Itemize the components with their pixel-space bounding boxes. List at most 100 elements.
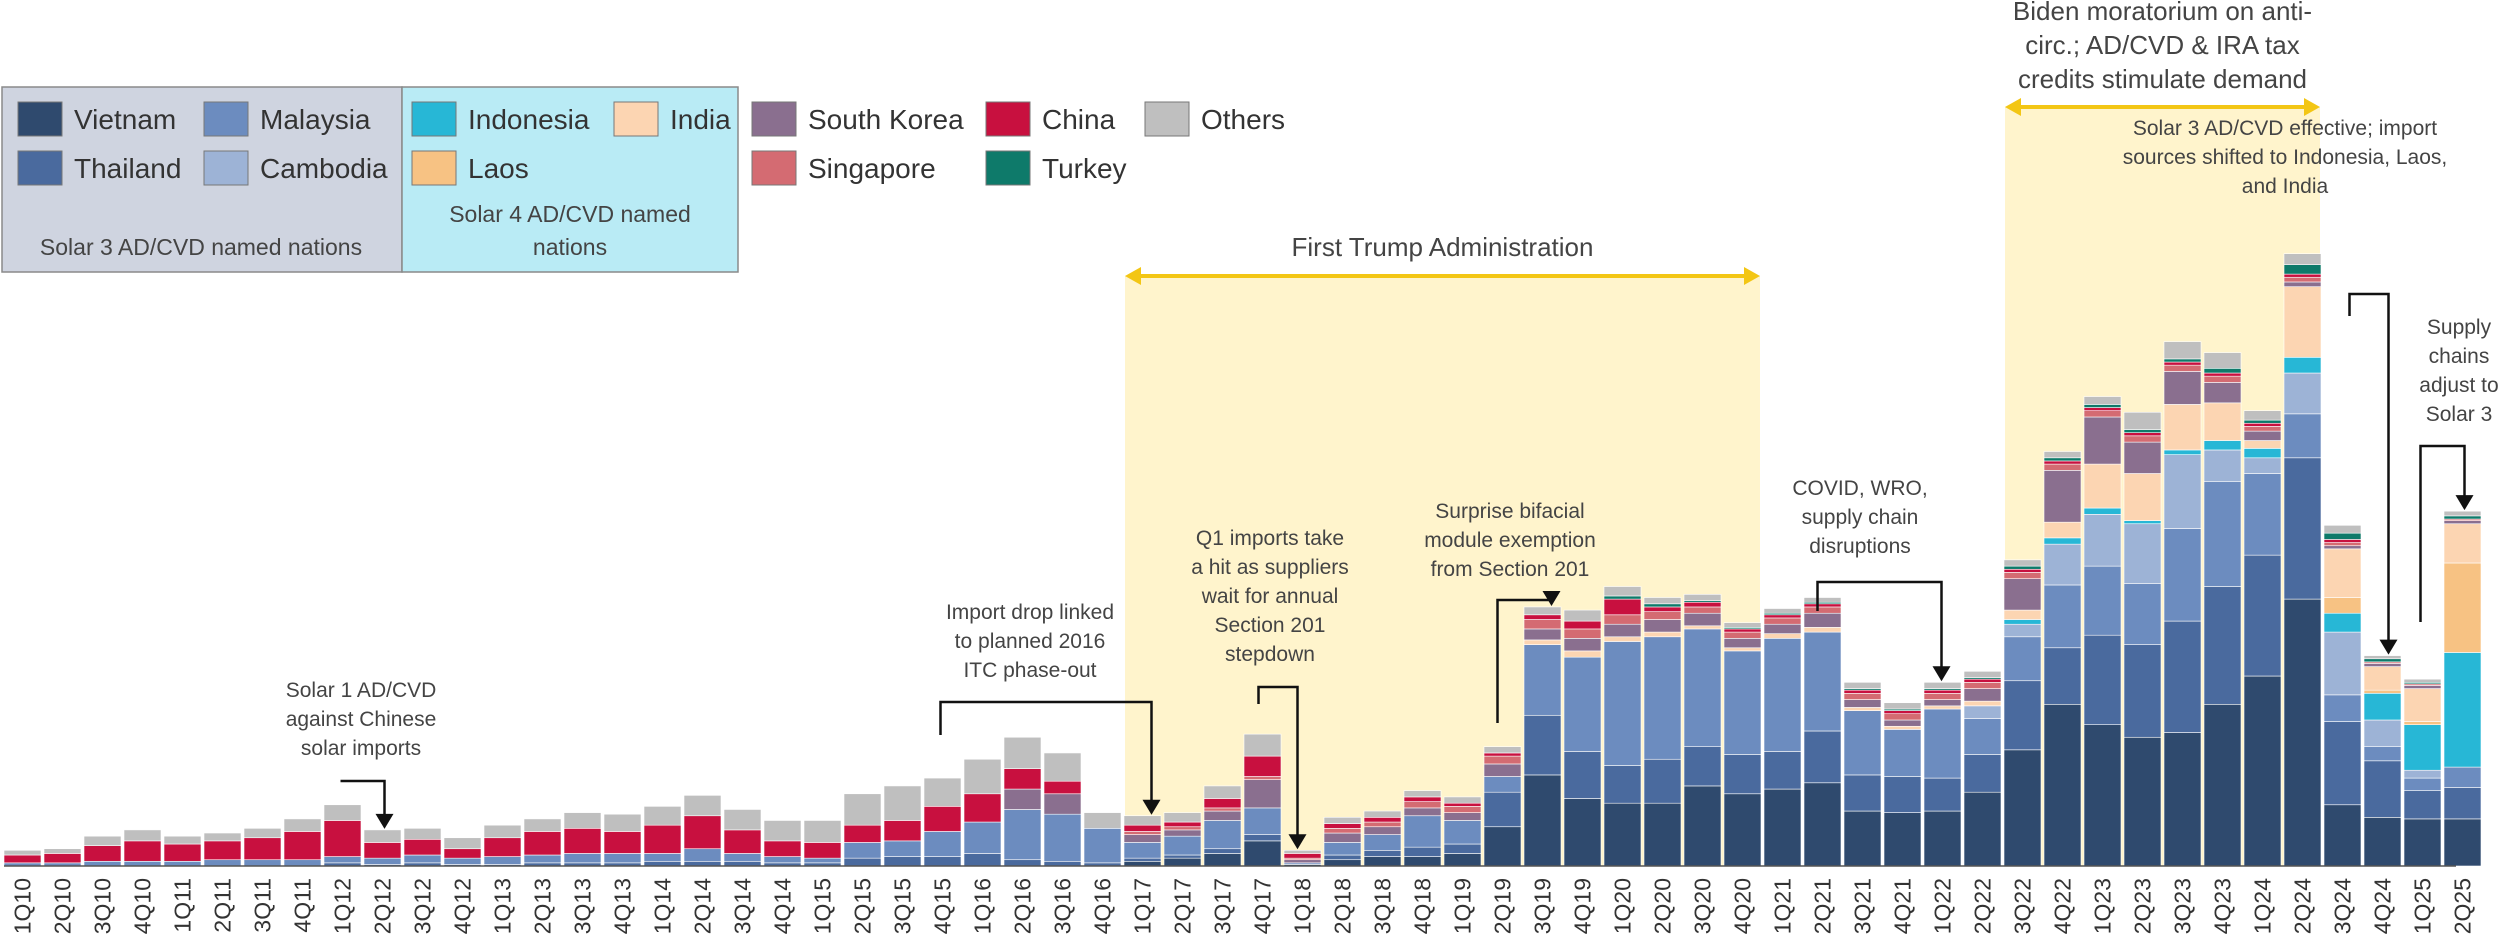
bar-segment-south-korea-2Q21 [1803, 612, 1842, 628]
bar-segment-malaysia-3Q23 [2163, 528, 2202, 622]
bar-segment-singapore-1Q19 [1443, 806, 1482, 813]
bar-segment-south-korea-3Q18 [1363, 826, 1402, 835]
legend-label-singapore: Singapore [808, 153, 936, 184]
bar-1Q22 [1923, 682, 1962, 867]
bar-segment-china-4Q14 [763, 840, 802, 857]
bar-segment-turkey-4Q24 [2363, 658, 2402, 663]
bar-segment-others-4Q22 [2043, 451, 2082, 459]
bar-segment-vietnam-2Q21 [1803, 782, 1842, 867]
x-tick-label-1Q14: 1Q14 [650, 878, 676, 934]
bar-1Q12 [323, 804, 362, 867]
bar-segment-china-1Q16 [963, 793, 1002, 823]
bar-3Q12 [403, 828, 442, 867]
bar-segment-vietnam-4Q24 [2363, 817, 2402, 867]
bar-segment-singapore-4Q22 [2043, 463, 2082, 471]
bar-segment-others-2Q23 [2123, 411, 2162, 430]
bar-segment-vietnam-3Q21 [1843, 810, 1882, 867]
bar-segment-south-korea-1Q20 [1603, 623, 1642, 638]
bar-segment-vietnam-3Q23 [2163, 732, 2202, 867]
bar-segment-laos-4Q24 [2363, 689, 2402, 694]
bar-segment-malaysia-1Q13 [483, 856, 522, 865]
x-tick-label-4Q12: 4Q12 [450, 878, 476, 934]
legend-label-malaysia: Malaysia [260, 104, 371, 135]
bar-segment-thailand-4Q15 [923, 856, 962, 867]
bar-segment-malaysia-2Q20 [1643, 636, 1682, 760]
x-tick-label-3Q12: 3Q12 [410, 878, 436, 934]
x-tick-label-3Q21: 3Q21 [1850, 878, 1876, 934]
bar-segment-malaysia-4Q16 [1083, 828, 1122, 864]
bar-segment-others-2Q22 [1963, 671, 2002, 678]
bar-segment-others-2Q14 [683, 795, 722, 817]
bar-2Q22 [1963, 671, 2002, 867]
bar-segment-malaysia-1Q23 [2083, 565, 2122, 636]
bar-segment-vietnam-1Q23 [2083, 724, 2122, 867]
bar-segment-south-korea-2Q18 [1323, 832, 1362, 843]
bar-segment-others-2Q21 [1803, 597, 1842, 603]
bar-segment-thailand-3Q15 [883, 856, 922, 867]
bar-segment-china-4Q11 [283, 831, 322, 861]
bar-segment-china-2Q14 [683, 815, 722, 850]
bar-1Q18 [1283, 849, 1322, 867]
bar-segment-india-1Q22 [1923, 705, 1962, 710]
bar-segment-south-korea-2Q23 [2123, 441, 2162, 474]
bar-segment-others-4Q20 [1723, 622, 1762, 628]
bar-segment-singapore-3Q22 [2003, 572, 2042, 579]
bar-4Q21 [1883, 702, 1922, 867]
bar-segment-china-3Q12 [403, 839, 442, 856]
bar-segment-south-korea-3Q21 [1843, 699, 1882, 708]
legend-label-vietnam: Vietnam [74, 104, 176, 135]
bar-segment-india-2Q21 [1803, 627, 1842, 633]
bar-segment-others-4Q11 [283, 818, 322, 832]
x-tick-label-1Q17: 1Q17 [1130, 878, 1156, 934]
bar-segment-south-korea-4Q18 [1403, 807, 1442, 817]
bar-segment-others-1Q15 [803, 820, 842, 843]
bar-segment-vietnam-4Q18 [1403, 856, 1442, 867]
bar-segment-india-3Q22 [2003, 609, 2042, 620]
bar-4Q22 [2043, 451, 2082, 867]
bar-segment-singapore-3Q23 [2163, 364, 2202, 372]
bar-segment-others-3Q14 [723, 809, 762, 831]
legend-label-thailand: Thailand [74, 153, 181, 184]
bar-segment-china-2Q19 [1483, 752, 1522, 757]
bar-1Q23 [2083, 396, 2122, 867]
bar-segment-indonesia-4Q24 [2363, 692, 2402, 721]
bar-segment-indonesia-4Q22 [2043, 537, 2082, 545]
bar-3Q15 [883, 785, 922, 867]
bar-segment-india-4Q21 [1883, 725, 1922, 730]
bar-segment-others-2Q19 [1483, 746, 1522, 754]
bar-segment-china-3Q19 [1523, 614, 1562, 620]
bar-segment-china-2Q15 [843, 824, 882, 843]
bar-segment-malaysia-1Q12 [323, 856, 362, 864]
bar-segment-vietnam-3Q24 [2323, 804, 2362, 867]
x-tick-label-2Q14: 2Q14 [690, 878, 716, 934]
bar-segment-malaysia-2Q11 [203, 859, 242, 867]
bar-segment-vietnam-4Q22 [2043, 703, 2082, 867]
bar-segment-others-1Q17 [1123, 815, 1162, 826]
bar-segment-china-4Q17 [1243, 755, 1282, 777]
bar-segment-indonesia-3Q24 [2323, 612, 2362, 633]
x-tick-label-2Q21: 2Q21 [1810, 878, 1836, 934]
bar-segment-vietnam-2Q18 [1323, 859, 1362, 867]
bar-segment-malaysia-4Q17 [1243, 807, 1282, 835]
bar-segment-thailand-1Q25 [2403, 790, 2442, 820]
bar-segment-vietnam-3Q19 [1523, 774, 1562, 867]
period-label-1-line-1: First Trump Administration [1292, 232, 1594, 262]
bar-segment-others-3Q13 [563, 812, 602, 829]
bar-segment-thailand-2Q24 [2283, 457, 2322, 600]
bar-segment-china-4Q21 [1883, 710, 1922, 715]
bar-segment-malaysia-1Q16 [963, 821, 1002, 854]
x-tick-label-1Q21: 1Q21 [1770, 878, 1796, 934]
bar-segment-indonesia-2Q24 [2283, 357, 2322, 374]
bar-segment-malaysia-4Q21 [1883, 729, 1922, 777]
bar-segment-others-3Q16 [1043, 752, 1082, 782]
bar-segment-turkey-2Q20 [1643, 603, 1682, 608]
x-tick-label-1Q16: 1Q16 [970, 878, 996, 934]
annotation-2-line-2: to planned 2016 [955, 630, 1106, 653]
x-tick-label-3Q22: 3Q22 [2010, 878, 2036, 934]
bar-4Q10 [123, 829, 162, 867]
annotation-4-line-2: module exemption [1424, 529, 1596, 552]
x-tick-label-2Q23: 2Q23 [2130, 878, 2156, 934]
x-tick-label-2Q17: 2Q17 [1170, 878, 1196, 934]
bar-segment-china-2Q20 [1643, 606, 1682, 612]
bar-segment-malaysia-3Q21 [1843, 710, 1882, 776]
